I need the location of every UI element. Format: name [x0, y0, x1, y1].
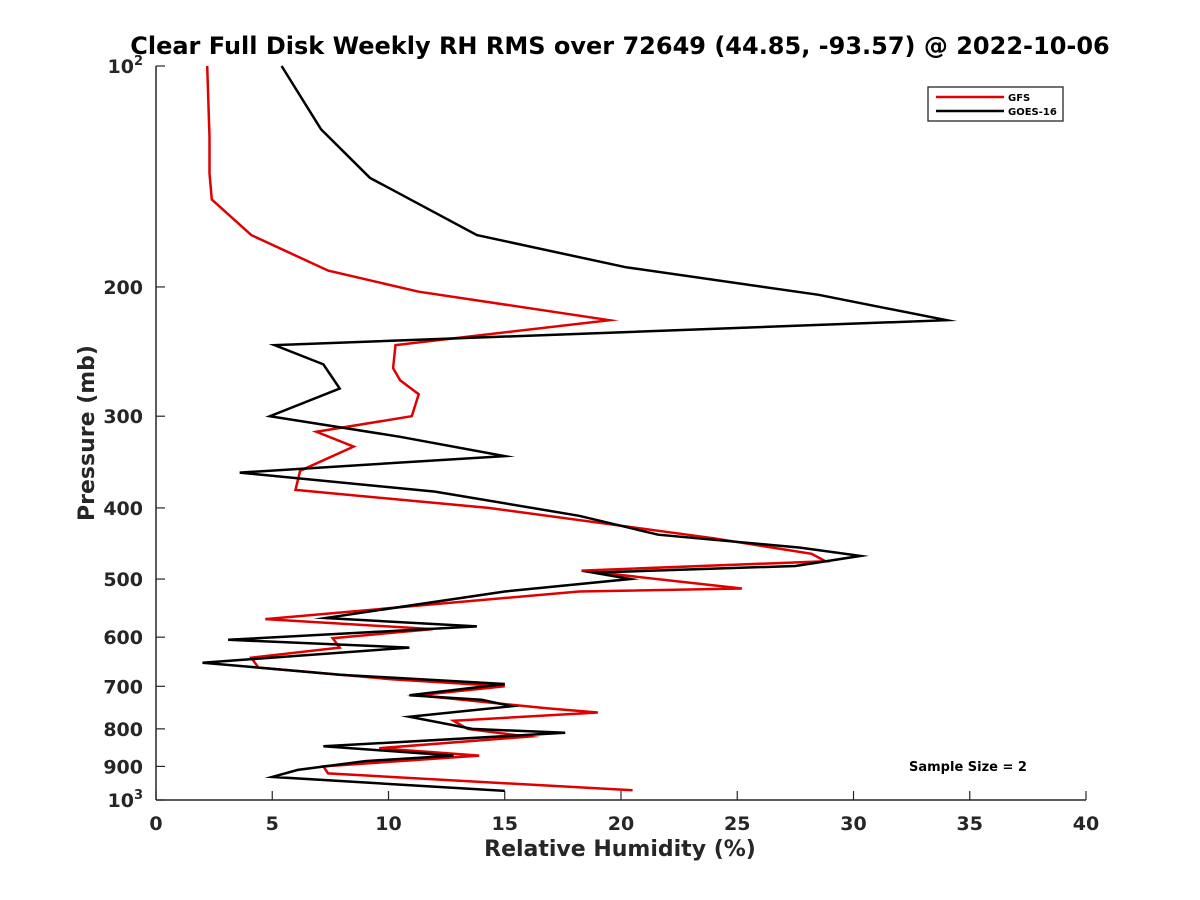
- x-tick-label: 40: [1073, 813, 1099, 835]
- sample-size-annotation: Sample Size = 2: [909, 760, 1027, 775]
- y-axis-label: Pressure (mb): [75, 345, 100, 521]
- x-tick-label: 20: [608, 813, 634, 835]
- y-tick-label: 500: [103, 569, 143, 591]
- x-tick-label: 5: [266, 813, 279, 835]
- legend: GFS GOES-16: [927, 86, 1064, 122]
- y-tick-label: 103: [108, 788, 144, 812]
- legend-box: [927, 86, 1064, 122]
- x-tick-label: 25: [724, 813, 750, 835]
- legend-label: GFS: [1008, 93, 1030, 104]
- y-tick-label-base: 10: [108, 56, 134, 78]
- y-tick-label: 800: [103, 719, 143, 741]
- x-tick-label: 15: [492, 813, 518, 835]
- y-tick-label-exponent: 2: [134, 54, 143, 69]
- y-tick-label-base: 10: [108, 790, 134, 812]
- series-line-goes-16: [202, 65, 958, 793]
- x-tick-label: 10: [375, 813, 401, 835]
- y-tick-label-exponent: 3: [134, 788, 143, 803]
- y-tick-label: 200: [103, 277, 143, 299]
- x-axis-label: Relative Humidity (%): [484, 837, 756, 862]
- legend-label: GOES-16: [1008, 107, 1057, 118]
- y-tick-label: 700: [103, 676, 143, 698]
- y-tick-label: 400: [103, 498, 143, 520]
- x-tick-label: 35: [957, 813, 983, 835]
- axes: 0 5 10 15 20 25 30 35 40102200300400500600700800…: [103, 54, 1099, 835]
- y-tick-label: 600: [103, 627, 143, 649]
- series-line-gfs: [205, 65, 831, 792]
- x-tick-label: 0: [149, 813, 162, 835]
- x-tick-label: 30: [840, 813, 866, 835]
- y-tick-label: 300: [103, 406, 143, 428]
- y-tick-label: 900: [103, 756, 143, 778]
- chart-title: Clear Full Disk Weekly RH RMS over 72649…: [130, 32, 1110, 60]
- y-tick-label: 102: [108, 54, 144, 78]
- plot-lines: [202, 65, 958, 793]
